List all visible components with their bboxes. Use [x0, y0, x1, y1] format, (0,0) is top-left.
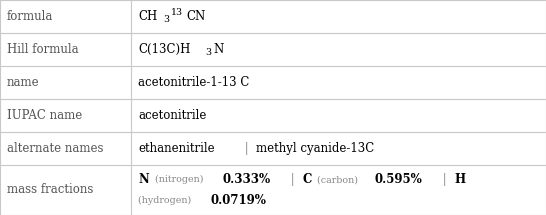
Text: methyl cyanide-13C: methyl cyanide-13C — [256, 142, 374, 155]
Text: 0.595%: 0.595% — [375, 173, 423, 186]
Text: CN: CN — [186, 10, 206, 23]
Text: 0.333%: 0.333% — [222, 173, 270, 186]
Text: 13: 13 — [171, 8, 183, 17]
Text: mass fractions: mass fractions — [7, 183, 93, 196]
Text: C(13C)H: C(13C)H — [138, 43, 191, 56]
Text: |: | — [440, 173, 451, 186]
Text: N: N — [138, 173, 149, 186]
Text: |: | — [287, 173, 299, 186]
Text: Hill formula: Hill formula — [7, 43, 79, 56]
Text: |: | — [241, 142, 252, 155]
Text: (hydrogen): (hydrogen) — [138, 196, 194, 206]
Text: 0.0719%: 0.0719% — [211, 194, 266, 207]
Text: formula: formula — [7, 10, 54, 23]
Text: alternate names: alternate names — [7, 142, 104, 155]
Text: (carbon): (carbon) — [314, 175, 361, 184]
Text: acetonitrile: acetonitrile — [138, 109, 206, 122]
Text: IUPAC name: IUPAC name — [7, 109, 82, 122]
Text: (nitrogen): (nitrogen) — [152, 175, 206, 184]
Text: ethanenitrile: ethanenitrile — [138, 142, 215, 155]
Text: C: C — [302, 173, 311, 186]
Text: 3: 3 — [206, 48, 212, 57]
Text: acetonitrile-1-13 C: acetonitrile-1-13 C — [138, 76, 250, 89]
Text: 3: 3 — [163, 15, 169, 25]
Text: CH: CH — [138, 10, 157, 23]
Text: name: name — [7, 76, 40, 89]
Text: H: H — [454, 173, 465, 186]
Text: N: N — [213, 43, 224, 56]
